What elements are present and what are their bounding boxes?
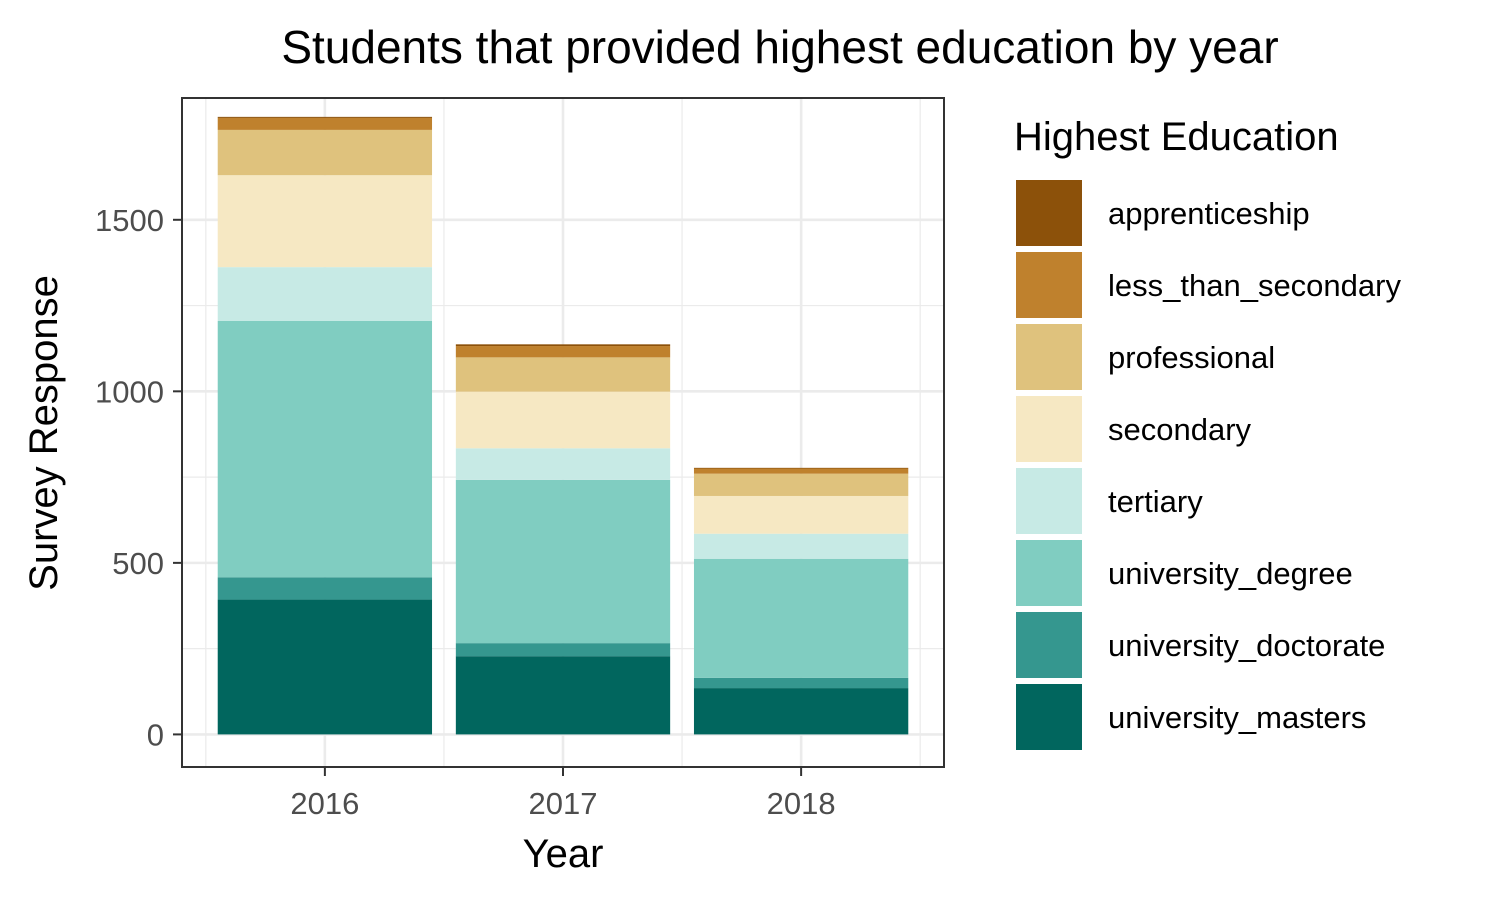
bar-segment-professional	[693, 473, 909, 496]
bar-segment-apprenticeship	[217, 116, 433, 118]
legend-label: tertiary	[1108, 484, 1203, 519]
bar-segment-university_masters	[217, 599, 433, 735]
legend-items: apprenticeship less_than_secondaryprofess…	[1016, 180, 1401, 750]
y-axis: 0 500 1000 1500	[95, 203, 182, 752]
bar-segment-university_doctorate	[217, 577, 433, 600]
bar-segment-professional	[217, 129, 433, 176]
legend-item-tertiary: tertiary	[1016, 468, 1203, 534]
bar-segment-less_than_secondary	[693, 468, 909, 474]
bar-segment-university_masters	[693, 688, 909, 735]
legend-label: university_doctorate	[1108, 628, 1385, 663]
x-tick-label: 2016	[290, 786, 359, 821]
bar-segment-tertiary	[455, 448, 671, 480]
bar-segment-university_degree	[217, 321, 433, 578]
legend-item-less_than_secondary: less_than_secondary	[1016, 252, 1401, 318]
y-tick-label: 500	[112, 546, 164, 581]
bar-stack-2017	[455, 344, 671, 735]
bar-segment-apprenticeship	[455, 344, 671, 347]
legend-key	[1016, 612, 1082, 678]
legend-item-professional: professional	[1016, 324, 1275, 390]
legend-title: Highest Education	[1014, 115, 1339, 159]
legend-label: secondary	[1108, 412, 1252, 447]
bar-segment-professional	[455, 357, 671, 392]
bar-segment-university_degree	[693, 558, 909, 678]
chart-title: Students that provided highest education…	[281, 21, 1278, 73]
legend-key	[1016, 684, 1082, 750]
bar-segment-apprenticeship	[693, 467, 909, 469]
bar-segment-less_than_secondary	[455, 346, 671, 358]
bar-segment-secondary	[693, 495, 909, 534]
plot-panel	[181, 97, 945, 768]
bar-segment-university_doctorate	[455, 643, 671, 657]
legend-item-university_degree: university_degree	[1016, 540, 1353, 606]
y-axis-label: Survey Response	[22, 275, 66, 591]
bar-segment-less_than_secondary	[217, 117, 433, 130]
bar-segment-university_doctorate	[693, 677, 909, 689]
legend-key	[1016, 396, 1082, 462]
bar-segment-tertiary	[217, 267, 433, 321]
bar-segment-university_degree	[455, 479, 671, 644]
x-axis-label: Year	[523, 832, 604, 876]
legend-key	[1016, 324, 1082, 390]
legend-label: professional	[1108, 340, 1275, 375]
y-tick-label: 1500	[95, 203, 164, 238]
legend-key	[1016, 252, 1082, 318]
y-tick-label: 1000	[95, 374, 164, 409]
legend-label: less_than_secondary	[1108, 268, 1401, 303]
legend-key	[1016, 180, 1082, 246]
legend: Highest Education apprenticeship less_tha…	[1014, 115, 1401, 750]
legend-item-university_masters: university_masters	[1016, 684, 1366, 750]
legend-item-secondary: secondary	[1016, 396, 1252, 462]
legend-label: university_degree	[1108, 556, 1353, 591]
legend-label: university_masters	[1108, 700, 1366, 735]
x-axis: 2016 2017 2018	[290, 767, 836, 821]
x-tick-label: 2018	[767, 786, 836, 821]
legend-key	[1016, 468, 1082, 534]
bar-stack-2018	[693, 467, 909, 735]
x-tick-label: 2017	[529, 786, 598, 821]
legend-key	[1016, 540, 1082, 606]
legend-label: apprenticeship	[1108, 196, 1310, 231]
bar-segment-secondary	[455, 391, 671, 449]
bar-segment-tertiary	[693, 533, 909, 559]
legend-item-university_doctorate: university_doctorate	[1016, 612, 1385, 678]
bar-stack-2016	[217, 116, 433, 735]
legend-item-apprenticeship: apprenticeship	[1016, 180, 1310, 246]
bar-segment-secondary	[217, 175, 433, 268]
bars	[217, 116, 909, 735]
bar-segment-university_masters	[455, 656, 671, 735]
y-tick-label: 0	[147, 717, 164, 752]
